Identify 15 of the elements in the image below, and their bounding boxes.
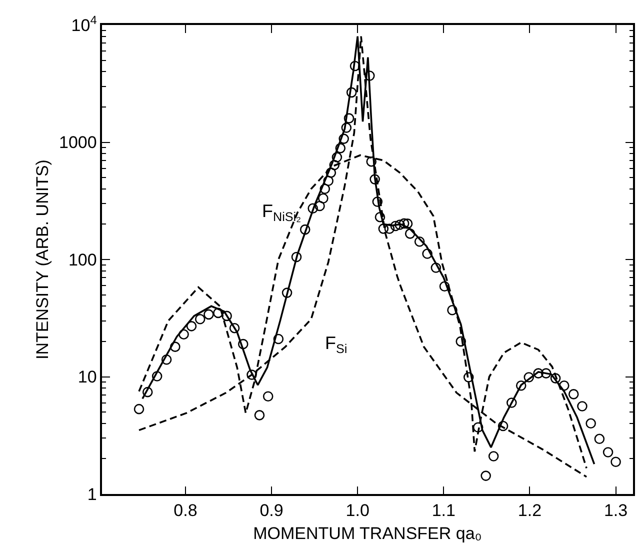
x-tick-label: 1.2 (518, 501, 542, 520)
x-tick-label: 1.3 (604, 501, 628, 520)
x-axis-title: MOMENTUM TRANSFER qa₀ (253, 524, 482, 544)
x-tick-label: 1.1 (432, 501, 456, 520)
x-tick-label: 0.8 (174, 501, 198, 520)
y-tick-label: 10 (78, 368, 97, 387)
y-tick-label: 10$^{4}$ (71, 12, 98, 35)
series-label: F$_{NiSi₂}$ (262, 201, 302, 224)
x-tick-label: 1.0 (346, 501, 370, 520)
y-tick-label: 1000 (59, 133, 97, 152)
series-label: F$_{Si}$ (325, 333, 348, 356)
y-axis-title: INTENSITY (ARB. UNITS) (33, 160, 52, 360)
y-tick-label: 1 (87, 484, 97, 504)
x-tick-label: 0.9 (260, 501, 284, 520)
y-tick-label: 100 (68, 250, 97, 270)
